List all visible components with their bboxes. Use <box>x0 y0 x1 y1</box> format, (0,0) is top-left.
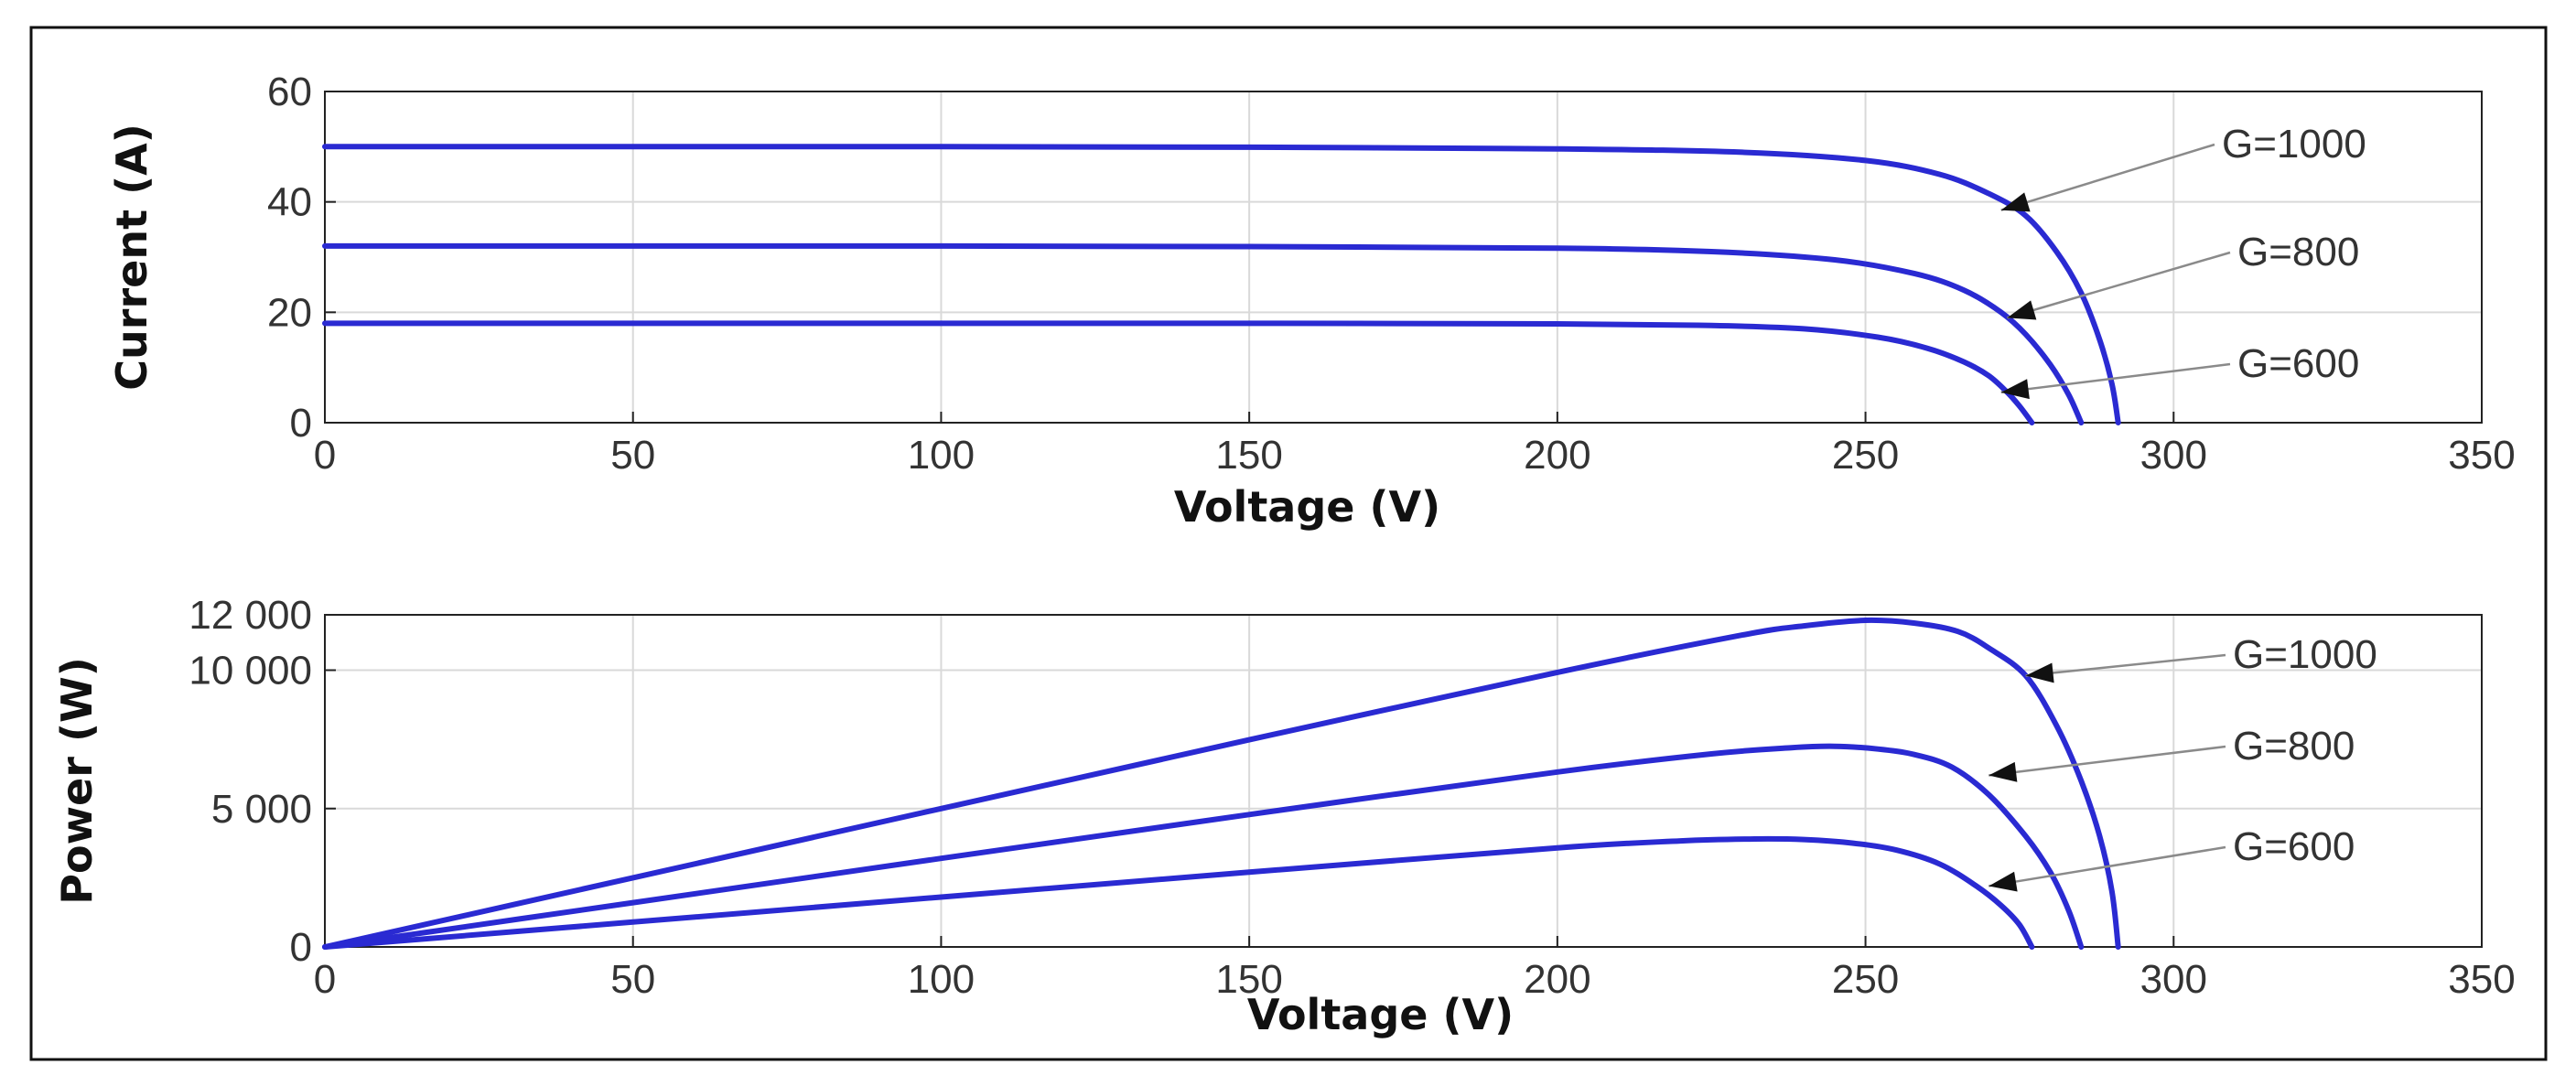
arrowhead <box>1989 871 2018 892</box>
y-tick-label: 5 000 <box>211 787 312 832</box>
axes-frame <box>324 614 2483 948</box>
annotation-label: G=1000 <box>2222 122 2366 167</box>
annotation-arrow <box>2000 143 2215 211</box>
y-tick-label: 20 <box>267 290 312 335</box>
series-line-g-1000 <box>322 144 2121 425</box>
x-tick-label: 100 <box>908 433 975 478</box>
annotation-arrow <box>2007 251 2231 319</box>
y-axis-label: Power (W) <box>52 657 102 905</box>
annotation-label: G=800 <box>2233 724 2355 769</box>
x-tick-label: 150 <box>1215 433 1282 478</box>
x-tick-label: 350 <box>2448 433 2515 478</box>
x-tick-label: 200 <box>1524 433 1590 478</box>
x-tick-label: 250 <box>1832 957 1899 1002</box>
annotation-label: G=800 <box>2237 230 2359 274</box>
x-tick-label: 250 <box>1832 433 1899 478</box>
y-tick-label: 0 <box>290 401 312 446</box>
series-line-g-800 <box>322 242 2085 425</box>
y-tick-label: 0 <box>290 925 312 970</box>
series-line-g-800 <box>322 743 2085 950</box>
x-axis-label: Voltage (V) <box>1174 482 1440 532</box>
x-tick-label: 50 <box>610 957 655 1002</box>
power-voltage-chart: 0 50 100 150 200 250 300 350 0 5 000 10 000 12 000 V… <box>52 593 2516 1039</box>
annotation-arrow <box>1989 745 2226 777</box>
axes-frame <box>324 91 2483 424</box>
series-line-g-1000 <box>322 617 2121 950</box>
x-axis-label: Voltage (V) <box>1247 990 1514 1039</box>
series-line-g-600 <box>322 320 2035 425</box>
arrowhead <box>2000 192 2031 212</box>
y-tick-label: 40 <box>267 180 312 225</box>
annotation-arrow <box>2000 362 2231 394</box>
x-tick-label: 0 <box>314 433 336 478</box>
series-line-g-600 <box>322 835 2035 950</box>
annotation-label: G=600 <box>2233 824 2355 869</box>
x-tick-label: 150 <box>1215 957 1282 1002</box>
arrowhead <box>2025 662 2054 683</box>
x-tick-label: 300 <box>2140 433 2207 478</box>
arrowhead <box>2007 300 2037 320</box>
plot-area <box>324 614 2483 948</box>
x-tick-label: 200 <box>1524 957 1590 1002</box>
current-voltage-chart: 0 50 100 150 200 250 300 350 0 20 40 60 Voltage (V) C… <box>107 70 2516 532</box>
arrowhead <box>2000 379 2030 400</box>
arrowhead <box>1989 761 2018 782</box>
y-axis-label: Current (A) <box>107 124 156 390</box>
y-tick-label: 10 000 <box>189 649 312 694</box>
figure-border <box>29 26 2548 1061</box>
annotation-label: G=1000 <box>2233 632 2377 677</box>
y-tick-label: 60 <box>267 70 312 114</box>
x-tick-label: 0 <box>314 957 336 1002</box>
y-tick-label: 12 000 <box>189 593 312 638</box>
annotation-arrow <box>1989 845 2226 887</box>
annotation-arrow <box>2025 653 2226 677</box>
x-tick-label: 50 <box>610 433 655 478</box>
annotation-label: G=600 <box>2237 341 2359 386</box>
x-tick-label: 350 <box>2448 957 2515 1002</box>
x-tick-label: 300 <box>2140 957 2207 1002</box>
x-tick-label: 100 <box>908 957 975 1002</box>
